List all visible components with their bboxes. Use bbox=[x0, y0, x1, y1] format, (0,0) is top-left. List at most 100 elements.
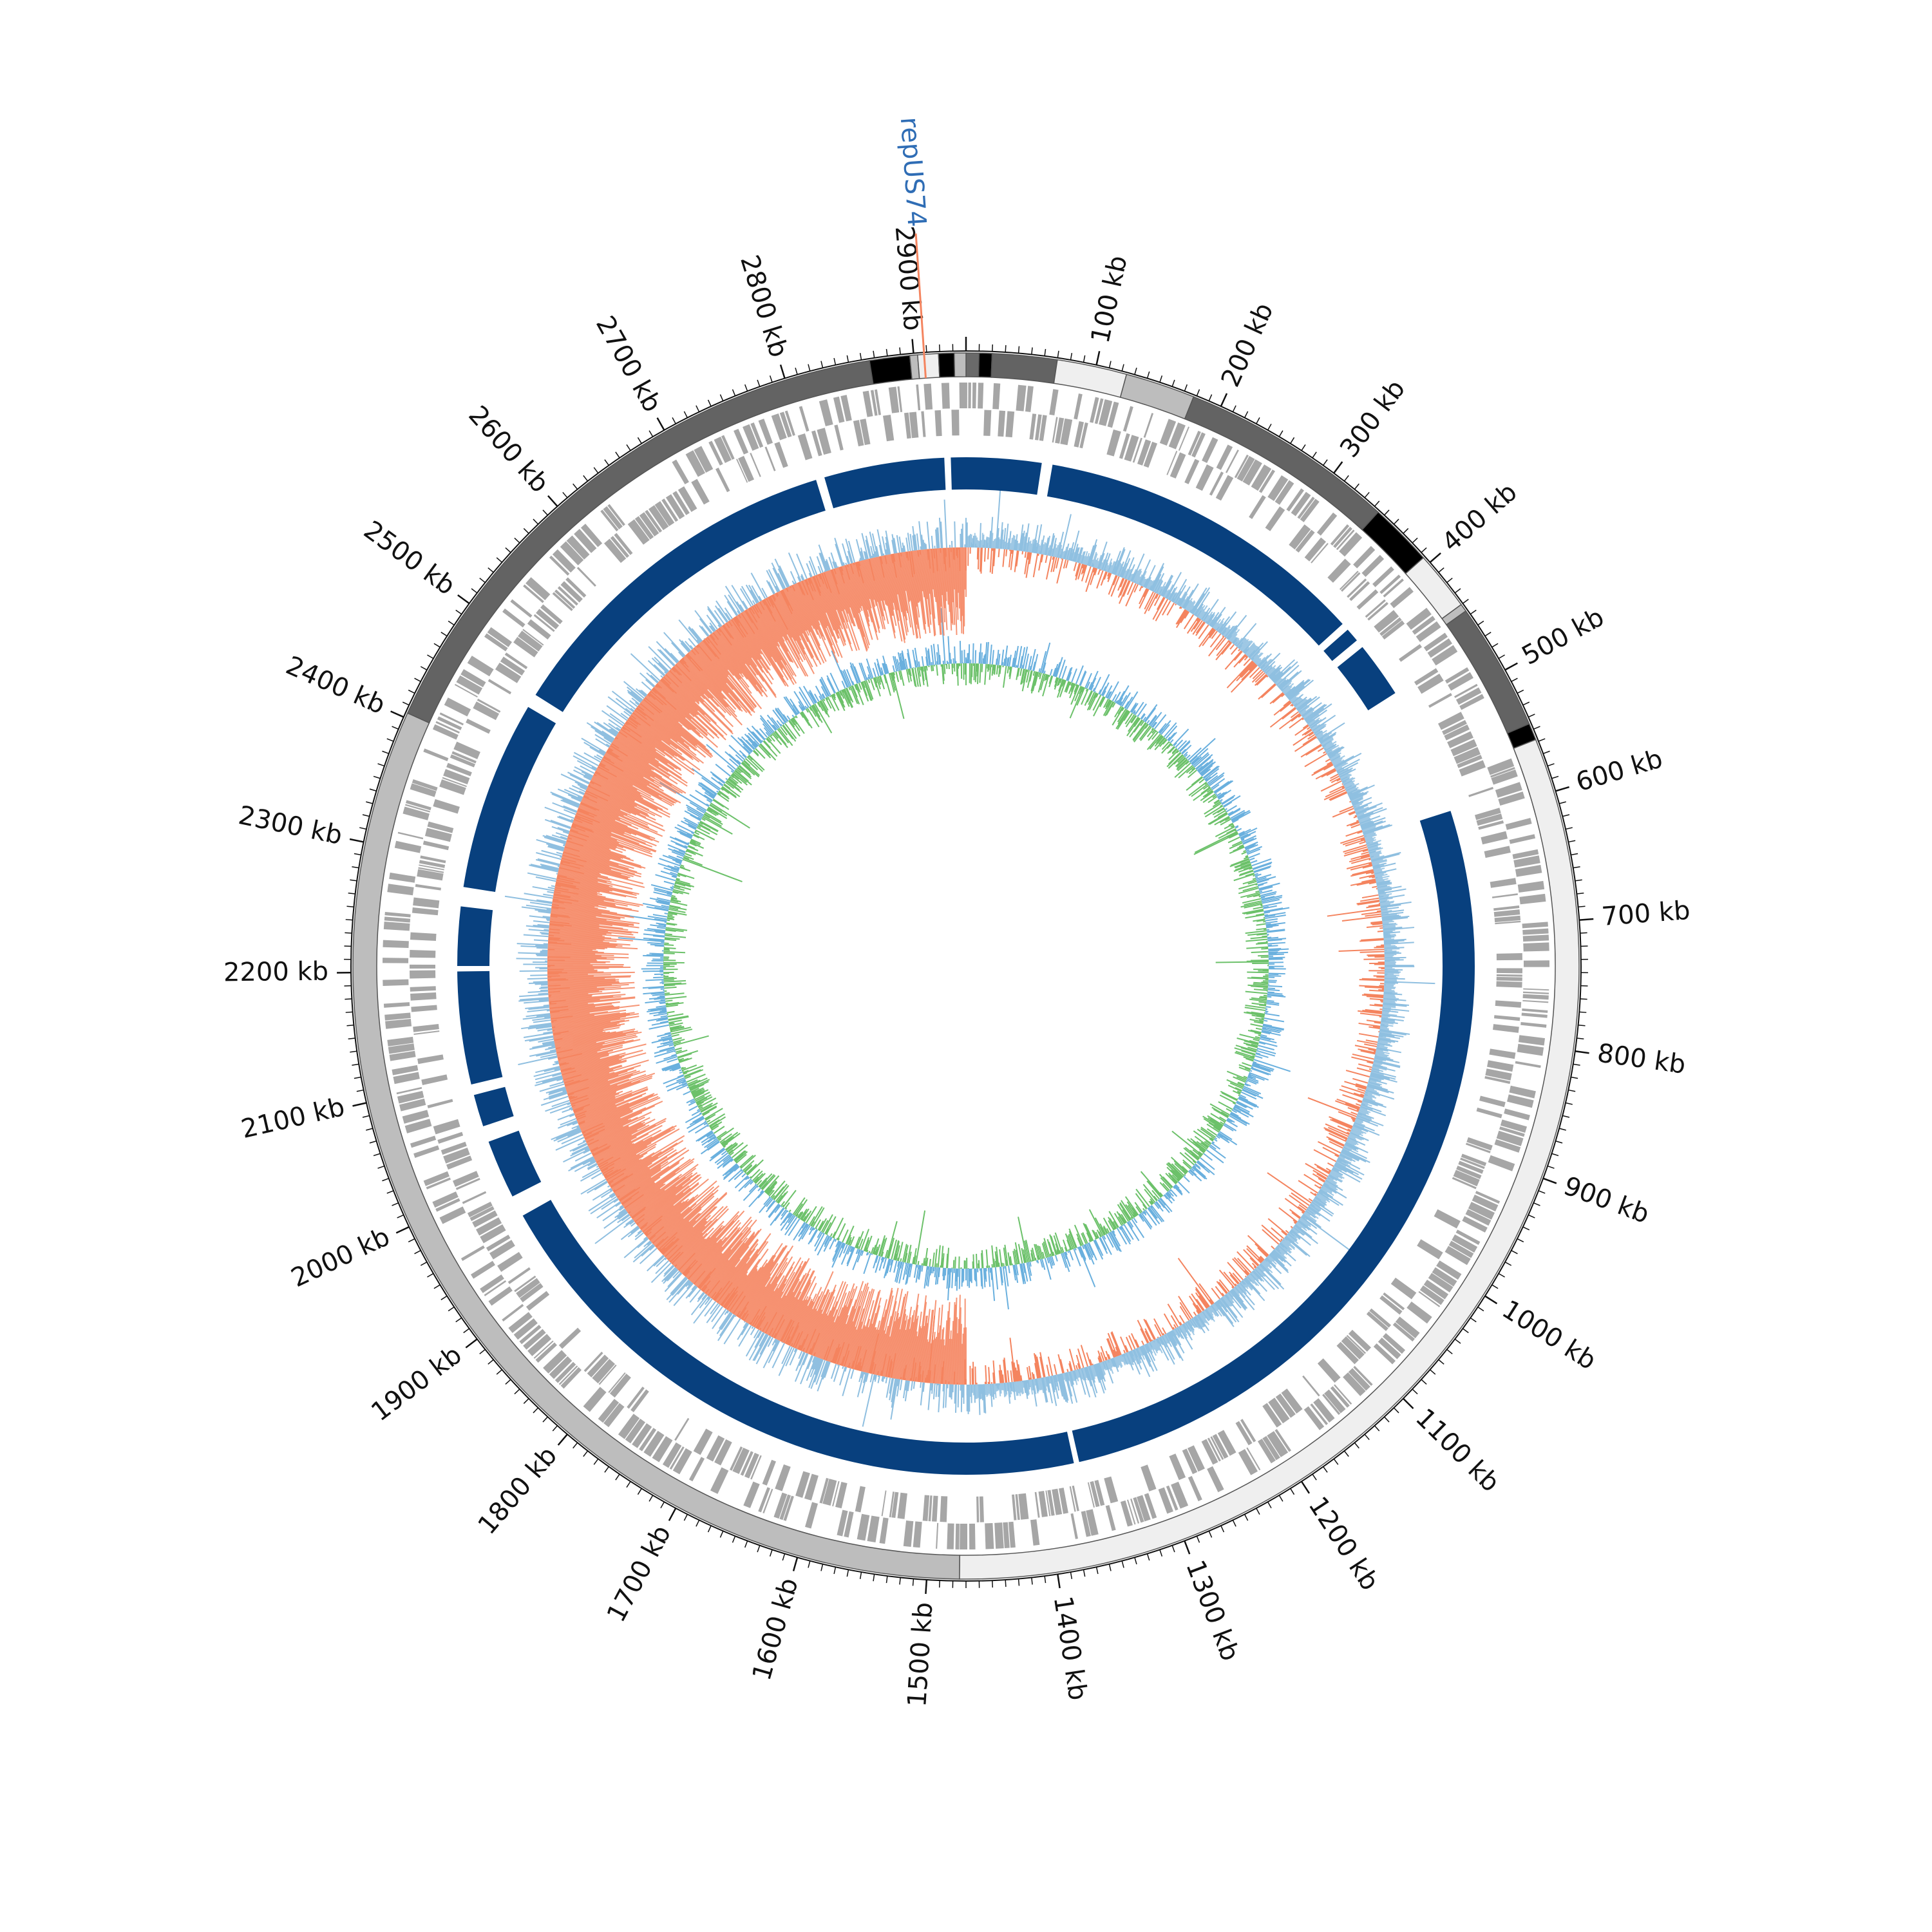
gc-skew-bar bbox=[981, 1268, 983, 1289]
gc-content-bar bbox=[561, 1133, 583, 1145]
gc-skew-bar bbox=[883, 674, 887, 684]
gc-content-bar bbox=[541, 865, 559, 871]
gc-skew-bar bbox=[683, 1069, 701, 1077]
gc-skew-bar bbox=[1244, 841, 1258, 849]
gc-skew-bar bbox=[1130, 704, 1137, 713]
gc-skew-bar bbox=[694, 1124, 709, 1134]
gc-skew-bar bbox=[1166, 1191, 1175, 1202]
gc-skew-bar bbox=[678, 1057, 689, 1063]
gc-skew-bar bbox=[759, 715, 775, 733]
gc-skew-bar bbox=[972, 643, 974, 664]
gc-content-bar bbox=[621, 1214, 630, 1222]
gc-skew-bar bbox=[1143, 1210, 1147, 1215]
gc-content-bar bbox=[1325, 1168, 1332, 1172]
gc-skew-bar bbox=[1059, 679, 1066, 697]
gc-content-bar bbox=[1305, 1162, 1329, 1177]
gc-content-bar bbox=[504, 895, 553, 904]
gc-content-bar bbox=[999, 540, 1002, 549]
gc-skew-bar bbox=[1268, 981, 1276, 983]
gc-skew-bar bbox=[746, 756, 763, 772]
gc-content-bar bbox=[902, 547, 904, 553]
gc-skew-bar bbox=[1088, 692, 1095, 705]
gc-content-bar bbox=[750, 589, 759, 603]
gc-content-bar bbox=[937, 527, 940, 549]
gc-skew-bar bbox=[708, 1119, 720, 1127]
gc-skew-bar bbox=[1229, 858, 1250, 867]
gc-content-bar bbox=[542, 915, 551, 918]
gc-skew-bar bbox=[1021, 1247, 1026, 1264]
gc-content-bar bbox=[557, 826, 570, 833]
gc-skew-bar bbox=[839, 690, 845, 699]
gc-skew-bar bbox=[842, 689, 850, 704]
gc-skew-bar bbox=[730, 735, 751, 755]
gc-skew-bar bbox=[1144, 704, 1158, 723]
gc-content-bar bbox=[1018, 543, 1020, 551]
gc-content-bar bbox=[574, 1152, 592, 1162]
gc-skew-bar bbox=[1186, 766, 1195, 773]
gc-skew-bar bbox=[709, 804, 723, 813]
gc-content-bar bbox=[808, 573, 812, 578]
gc-skew-bar bbox=[1247, 1075, 1253, 1079]
gc-skew-bar bbox=[739, 738, 753, 752]
gc-skew-bar bbox=[1214, 800, 1220, 804]
gc-skew-bar bbox=[728, 1142, 744, 1155]
gc-skew-bar bbox=[831, 694, 837, 701]
gc-skew-bar bbox=[668, 848, 685, 856]
gc-skew-bar bbox=[724, 1164, 738, 1175]
gc-content-bar bbox=[1179, 1302, 1191, 1320]
gc-content-bar bbox=[778, 1346, 793, 1376]
gc-content-bar bbox=[1361, 894, 1379, 899]
gc-skew-bar bbox=[934, 1267, 938, 1285]
gc-content-bar bbox=[1026, 1367, 1030, 1380]
gc-skew-bar bbox=[761, 740, 764, 743]
gc-skew-bar bbox=[1207, 775, 1218, 784]
gc-content-bar bbox=[861, 533, 869, 560]
gc-content-bar bbox=[547, 846, 564, 852]
gc-content-bar bbox=[596, 754, 603, 759]
gc-skew-bar bbox=[1088, 1239, 1091, 1242]
gc-content-bar bbox=[545, 1086, 566, 1094]
gc-skew-bar bbox=[1150, 1206, 1163, 1223]
gc-content-bar bbox=[1350, 853, 1370, 860]
gc-skew-bar bbox=[1104, 685, 1113, 698]
gc-content-bar bbox=[1211, 630, 1218, 639]
gc-skew-bar bbox=[1124, 696, 1133, 709]
gc-skew-bar bbox=[1119, 1226, 1131, 1245]
gc-skew-bar bbox=[985, 1267, 987, 1282]
gc-content-bar bbox=[1184, 611, 1190, 619]
gc-skew-bar bbox=[654, 907, 669, 911]
gc-skew-bar bbox=[1025, 1240, 1032, 1262]
gc-skew-bar bbox=[1062, 1239, 1068, 1252]
gc-content-bar bbox=[634, 1242, 652, 1259]
gc-content-bar bbox=[1370, 920, 1383, 923]
gc-content-bar bbox=[519, 994, 549, 998]
gc-skew-bar bbox=[995, 658, 998, 665]
gc-skew-bar bbox=[882, 1258, 887, 1269]
gc-skew-bar bbox=[647, 942, 665, 945]
gc-skew-bar bbox=[1084, 690, 1093, 706]
gc-skew-bar bbox=[1261, 1018, 1264, 1020]
gc-skew-bar bbox=[713, 1126, 725, 1134]
gc-skew-bar bbox=[1106, 700, 1112, 708]
gc-skew-bar bbox=[1068, 1233, 1075, 1249]
gc-skew-bar bbox=[1108, 1220, 1115, 1231]
gc-skew-bar bbox=[843, 688, 853, 708]
gc-skew-bar bbox=[914, 647, 919, 668]
gc-skew-bar bbox=[810, 1226, 813, 1231]
gc-skew-bar bbox=[1231, 813, 1245, 822]
gc-skew-bar bbox=[1244, 843, 1256, 849]
gc-skew-bar bbox=[1191, 767, 1195, 771]
gc-skew-bar bbox=[760, 1189, 764, 1194]
gc-skew-bar bbox=[707, 1136, 717, 1143]
gc-content-bar bbox=[1218, 1279, 1230, 1293]
gc-skew-bar bbox=[1261, 981, 1269, 983]
gc-content-bar bbox=[1355, 1085, 1367, 1090]
gc-skew-bar bbox=[700, 1104, 712, 1112]
gc-skew-bar bbox=[705, 1113, 716, 1121]
gc-content-bar bbox=[591, 726, 614, 742]
gc-skew-bar bbox=[1008, 1265, 1010, 1274]
gc-skew-bar bbox=[1086, 692, 1097, 711]
gc-skew-bar bbox=[979, 643, 982, 664]
gc-content-bar bbox=[909, 533, 913, 551]
gc-skew-bar bbox=[1263, 905, 1269, 909]
